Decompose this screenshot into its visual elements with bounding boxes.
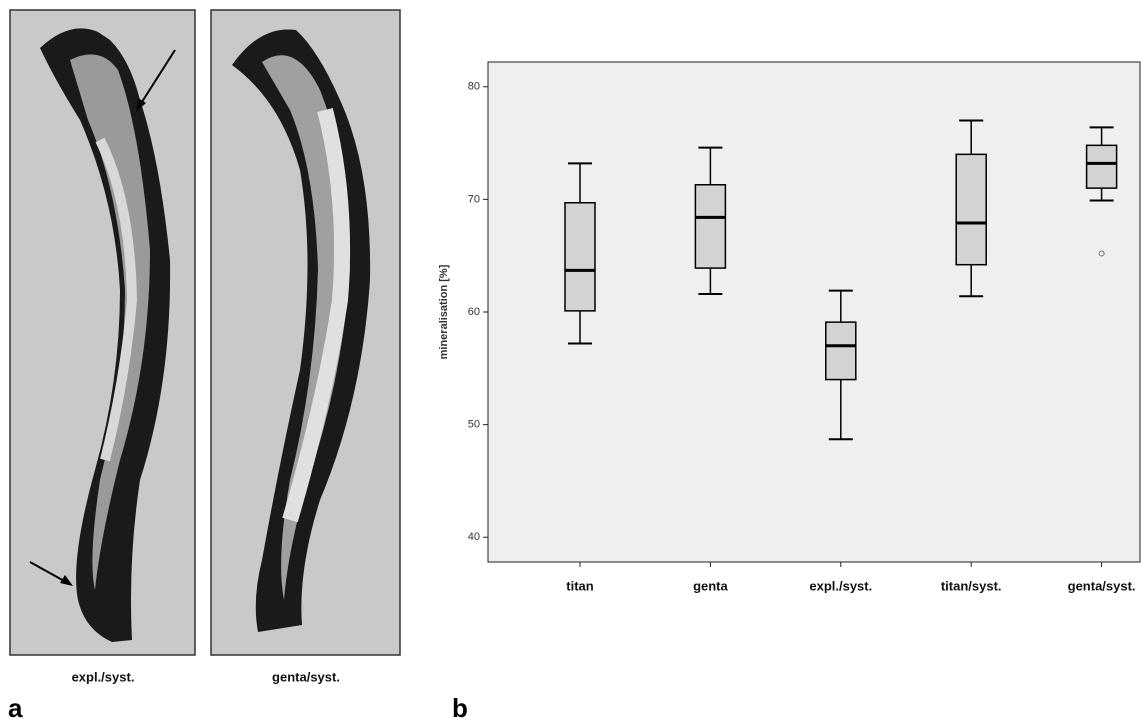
image-label: genta/syst. <box>272 669 340 684</box>
box-plot: 40 50 60 70 80 mineralisation [%] titan genta ex… <box>438 61 1141 593</box>
panel-letter: b <box>452 693 468 722</box>
bone-image-1 <box>9 9 196 656</box>
x-tick-label: titan <box>566 578 594 593</box>
panel-letter: a <box>8 693 23 722</box>
x-tick-label: genta/syst. <box>1068 578 1136 593</box>
bone-image-2 <box>210 9 401 656</box>
y-tick-label: 60 <box>468 306 480 318</box>
box <box>1085 144 1118 189</box>
y-tick-label: 50 <box>468 419 480 431</box>
x-tick-label: titan/syst. <box>941 578 1002 593</box>
image-label: expl./syst. <box>72 669 135 684</box>
plot-area <box>487 61 1141 563</box>
x-tick-label: genta <box>693 578 728 593</box>
box <box>564 202 596 312</box>
x-tick-label: expl./syst. <box>809 578 872 593</box>
box <box>694 183 727 269</box>
y-tick-label: 80 <box>468 81 480 93</box>
y-tick-label: 70 <box>468 193 480 205</box>
box <box>955 153 987 266</box>
outlier <box>1098 250 1105 257</box>
box <box>825 321 857 381</box>
y-tick-label: 40 <box>468 531 480 543</box>
y-axis-label: mineralisation [%] <box>438 264 450 359</box>
